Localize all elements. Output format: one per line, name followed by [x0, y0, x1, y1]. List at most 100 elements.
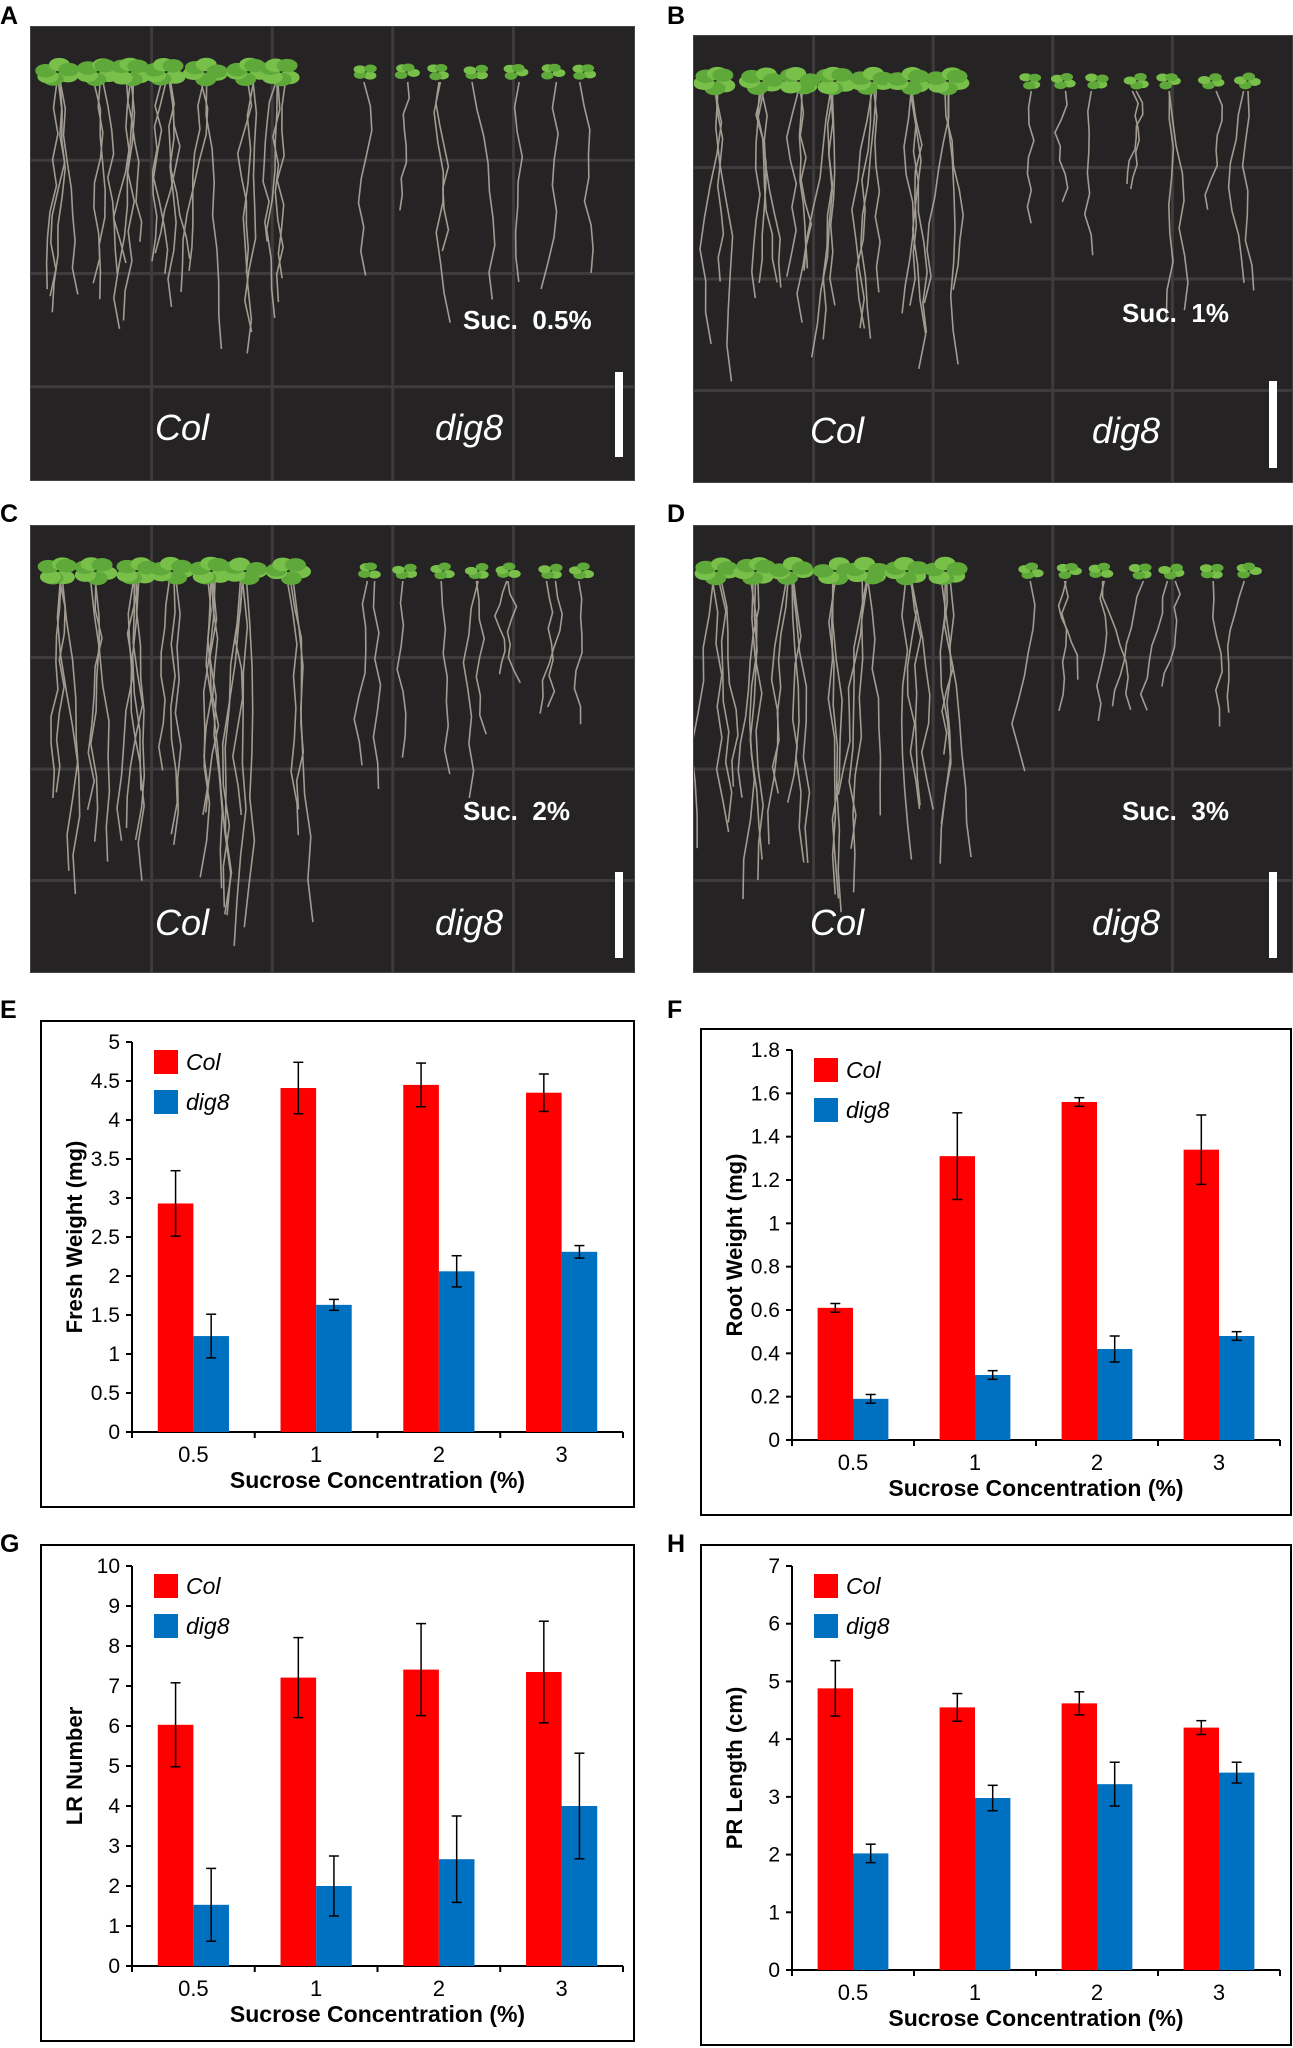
leaf: [58, 62, 80, 77]
root: [1111, 580, 1145, 707]
leaf: [1031, 569, 1044, 578]
root: [51, 81, 67, 313]
leaf: [229, 557, 251, 572]
root: [1227, 90, 1245, 283]
leaf: [1237, 570, 1250, 579]
bar-dig8: [853, 1853, 889, 1970]
leaf: [1242, 72, 1256, 81]
root: [50, 580, 62, 799]
root: [910, 580, 922, 806]
panel-letter-e: E: [0, 996, 17, 1024]
leaf: [111, 71, 133, 85]
y-axis-label: Fresh Weight (mg): [62, 1141, 87, 1334]
leaf: [1065, 562, 1078, 572]
leaf: [1209, 73, 1222, 82]
leaf: [475, 71, 488, 80]
leaf: [549, 563, 563, 572]
y-tick-label: 1.8: [751, 1039, 780, 1062]
root: [292, 580, 314, 923]
root: [791, 580, 811, 864]
y-tick-label: 1: [108, 1343, 120, 1366]
root: [506, 580, 522, 684]
leaf: [1198, 76, 1211, 85]
leaf: [246, 562, 267, 576]
root: [433, 81, 451, 323]
bar-col: [1183, 1149, 1219, 1440]
leaf: [1054, 81, 1067, 90]
root: [169, 580, 179, 835]
seedling-photo-0.5-percent: Suc. 0.5% Col dig8: [30, 26, 635, 481]
root: [93, 81, 107, 300]
scale-bar: [615, 372, 623, 457]
root: [221, 580, 244, 908]
chart-svg: 0 0.5 1 1.5 2 2.5 3 3.5 4 4.5 5 Fresh Weight (mg) 0.…: [62, 1031, 624, 1493]
y-tick-label: 0.4: [751, 1342, 781, 1365]
leaf: [276, 58, 298, 73]
root: [798, 90, 807, 271]
leaf: [1132, 571, 1146, 580]
dig8-genotype-label: dig8: [1092, 410, 1161, 451]
root: [45, 81, 59, 290]
leaf: [799, 73, 821, 87]
root: [1165, 90, 1175, 319]
y-axis-label: Root Weight (mg): [722, 1154, 747, 1337]
bar-col: [157, 1203, 194, 1432]
bar-dig8: [1219, 1336, 1255, 1440]
bar-dig8: [975, 1375, 1011, 1440]
bar-dig8: [1097, 1349, 1133, 1440]
root: [822, 90, 834, 340]
leaf: [762, 73, 784, 87]
root: [1139, 580, 1169, 711]
root: [56, 580, 79, 871]
leaf: [868, 562, 890, 577]
chart-svg: 0 1 2 3 4 5 6 7 PR Length (cm) 0.5 1 2 3 Sucrose Conc…: [722, 1555, 1281, 2031]
leaf: [1128, 564, 1142, 573]
root: [125, 81, 143, 242]
leaf: [364, 562, 378, 571]
root: [112, 81, 136, 330]
y-tick-label: 0: [108, 1421, 120, 1444]
legend-label-col: Col: [846, 1057, 881, 1083]
leaf: [244, 58, 266, 73]
y-tick-label: 5: [108, 1755, 120, 1778]
root: [909, 90, 928, 333]
leaf: [475, 563, 489, 572]
root: [493, 580, 508, 675]
leaf: [353, 65, 367, 74]
leaf: [946, 69, 968, 84]
y-tick-label: 0: [768, 1959, 780, 1982]
chart-svg: 0 1 2 3 4 5 6 7 8 9 10 LR Number 0.5 1 2 3 Sucrose Conce…: [62, 1555, 624, 2027]
root: [948, 580, 972, 858]
leaf: [504, 71, 518, 80]
dig8-genotype-label: dig8: [435, 902, 504, 943]
root: [224, 580, 242, 915]
root: [262, 81, 277, 242]
seedling-photo-2-percent: Suc. 2% Col dig8: [30, 525, 635, 973]
legend-swatch-col: [814, 1058, 838, 1082]
x-tick-label: 0.5: [838, 1450, 869, 1475]
y-tick-label: 1: [768, 1212, 780, 1235]
leaf: [791, 561, 813, 575]
root: [901, 90, 915, 314]
root: [1161, 580, 1181, 687]
leaf: [581, 64, 595, 73]
scale-bar: [615, 872, 623, 958]
root: [906, 580, 921, 810]
root: [157, 580, 171, 771]
leaf: [1210, 570, 1223, 579]
leaf: [511, 63, 525, 73]
legend-label-dig8: dig8: [846, 1097, 890, 1123]
leaf: [404, 563, 417, 572]
roots: [45, 81, 594, 354]
bar-col: [1183, 1727, 1219, 1970]
leaf: [1242, 562, 1256, 571]
y-tick-label: 5: [108, 1031, 120, 1054]
root: [545, 580, 556, 708]
root: [276, 81, 287, 279]
bar-col: [817, 1688, 853, 1970]
root: [766, 580, 788, 845]
bar-dig8: [438, 1271, 475, 1432]
panel-letter-h: H: [667, 1530, 686, 1558]
root: [236, 81, 253, 273]
bar-dig8: [1097, 1784, 1133, 1970]
